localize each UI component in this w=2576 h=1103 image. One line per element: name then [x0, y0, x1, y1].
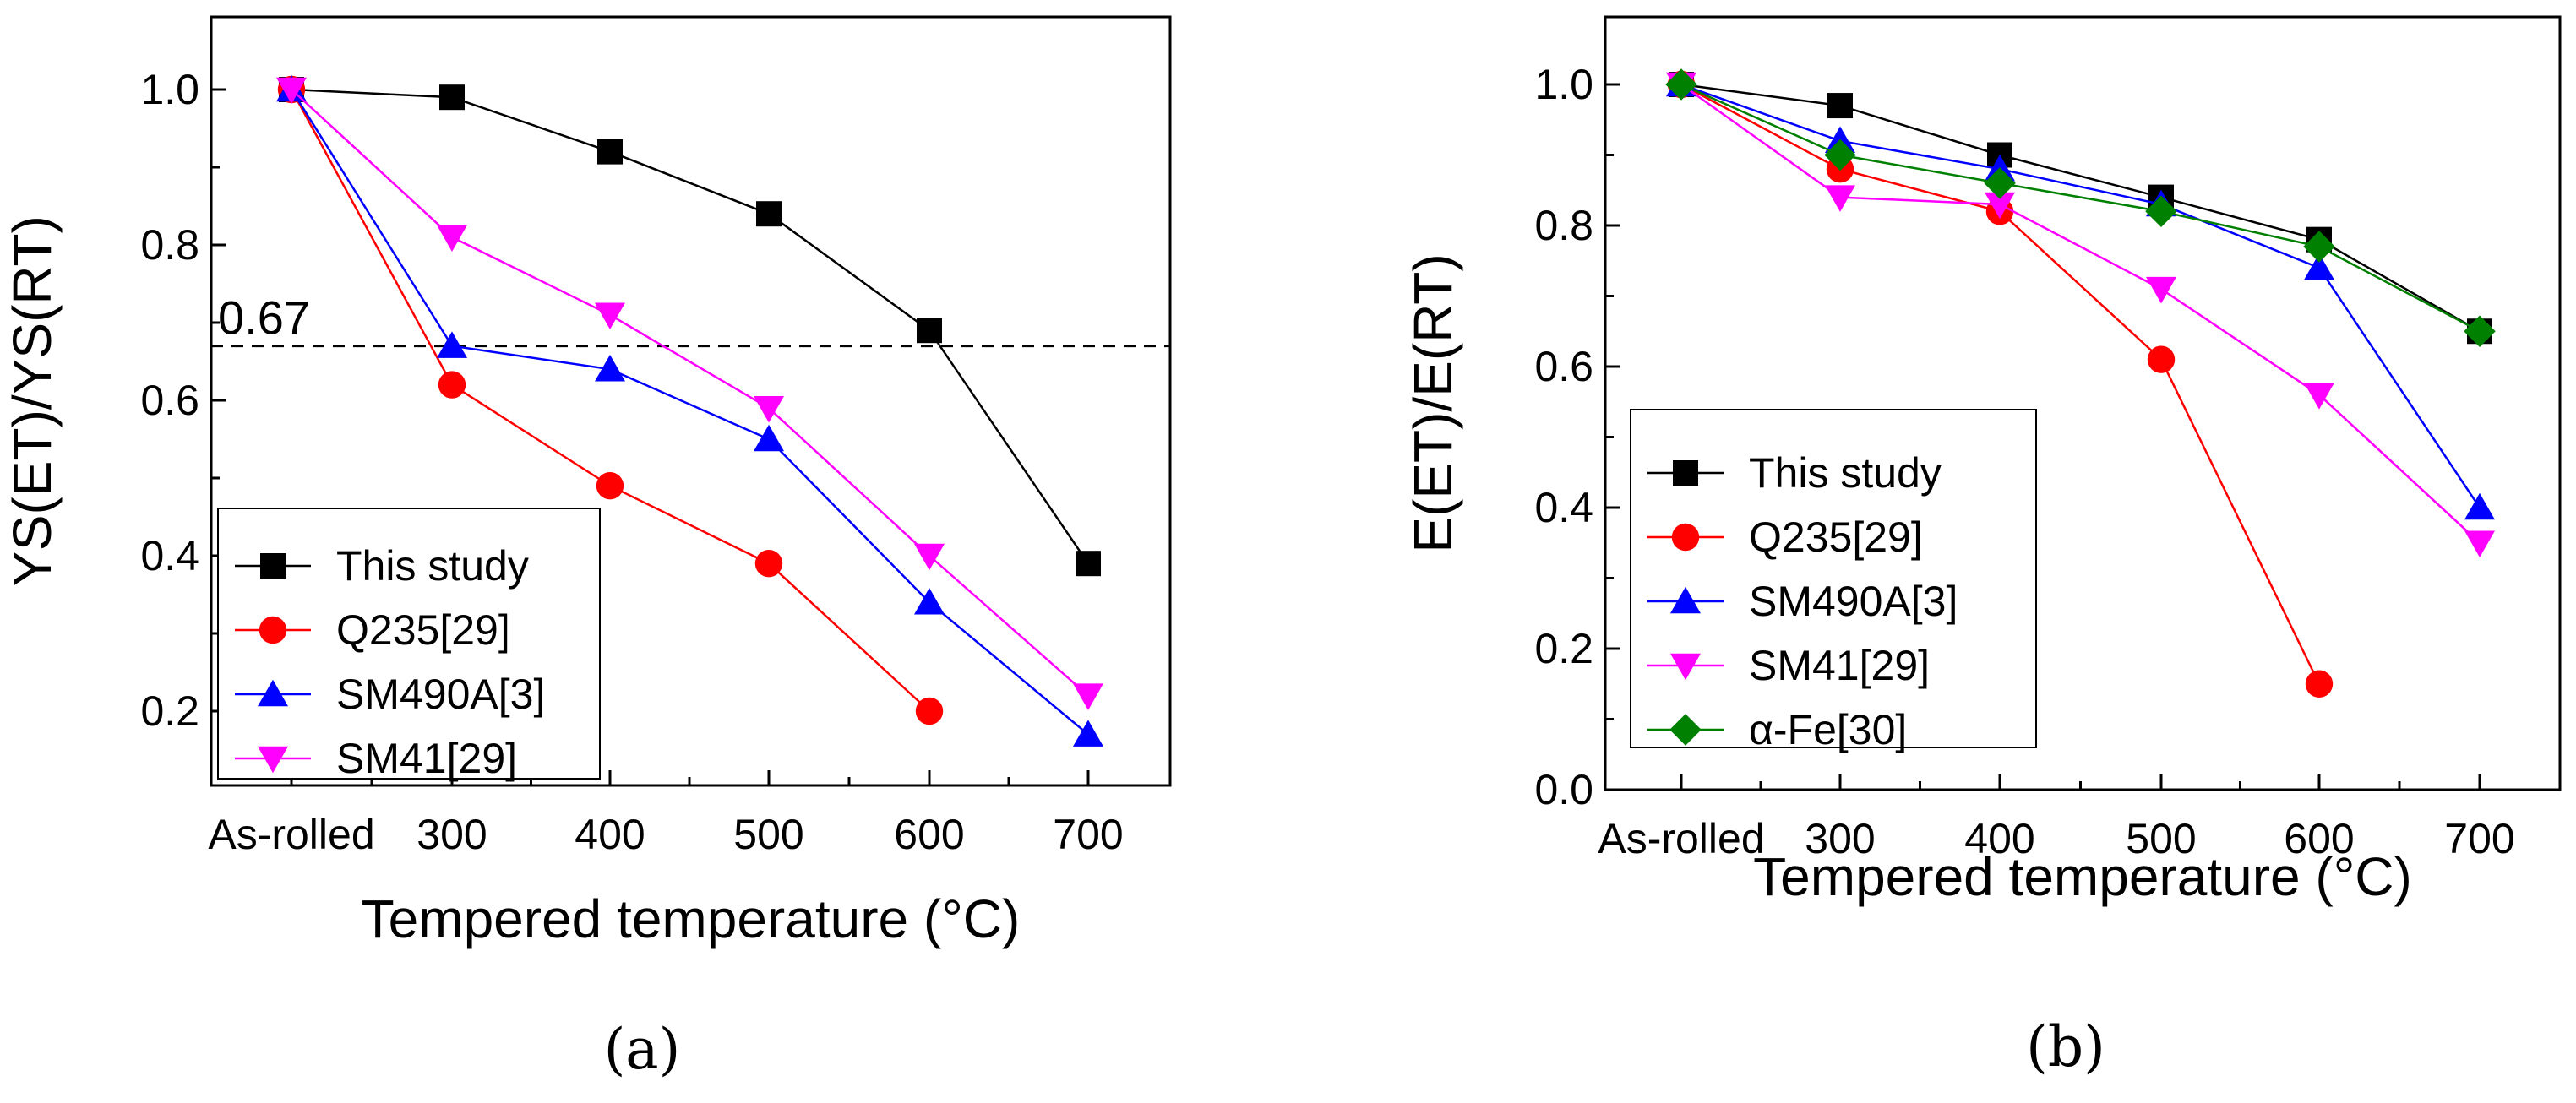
legend-marker-3	[258, 746, 288, 774]
legend-label-3: SM41[29]	[1749, 642, 1930, 689]
y-tick-label: 0.6	[1534, 343, 1593, 390]
legend-marker-1	[259, 616, 287, 644]
x-tick-label: 500	[2126, 815, 2196, 862]
data-point-0-4	[917, 318, 942, 344]
y-tick-label: 0.4	[140, 532, 199, 579]
series-line-2	[290, 89, 1089, 736]
y-tick-label: 0.2	[1534, 625, 1593, 672]
panel-label: (a)	[604, 1017, 681, 1082]
data-point-0-1	[439, 84, 465, 111]
y-tick-label: 0.4	[1534, 484, 1593, 531]
data-point-2-5	[1073, 720, 1103, 747]
legend-label-1: Q235[29]	[1749, 513, 1923, 561]
reference-line-label: 0.67	[218, 291, 310, 345]
data-point-0-3	[756, 201, 782, 227]
x-tick-label: 300	[417, 811, 487, 858]
data-point-2-1	[437, 331, 467, 358]
legend-marker-2	[1670, 586, 1701, 614]
data-point-3-3	[754, 395, 784, 423]
data-point-2-2	[595, 354, 625, 382]
x-axis-title: Tempered temperature (°C)	[1753, 846, 2412, 907]
x-tick-label: As-rolled	[1598, 815, 1764, 862]
x-tick-label: 700	[1053, 811, 1123, 858]
data-point-3-2	[595, 302, 625, 330]
data-point-3-5	[2464, 530, 2495, 557]
y-tick-label: 0.6	[140, 377, 199, 424]
y-tick-label: 0.8	[140, 221, 199, 269]
legend-marker-4	[1669, 714, 1702, 746]
data-point-4-1	[1824, 139, 1856, 171]
series-line-3	[291, 89, 1089, 697]
legend-label-1: Q235[29]	[336, 606, 510, 654]
data-point-4-3	[2145, 195, 2177, 228]
data-point-1-4	[915, 697, 944, 725]
data-point-1-3	[2147, 345, 2176, 373]
legend-marker-1	[1671, 523, 1700, 552]
data-point-0-5	[1076, 551, 1101, 577]
data-point-3-1	[1825, 185, 1855, 212]
data-point-4-5	[2464, 315, 2496, 347]
legend-marker-3	[1670, 653, 1701, 681]
data-point-3-2	[1985, 192, 2015, 220]
legend-label-0: This study	[336, 542, 529, 590]
series-line-0	[1680, 83, 2481, 333]
series-line-0	[291, 88, 1090, 564]
data-point-2-3	[754, 424, 784, 452]
y-axis-title: YS(ET)/YS(RT)	[2, 215, 63, 587]
data-point-1-1	[438, 371, 466, 399]
x-tick-label: 400	[1964, 815, 2034, 862]
legend-label-3: SM41[29]	[336, 735, 517, 782]
data-point-3-5	[1073, 683, 1103, 710]
y-tick-label: 1.0	[140, 66, 199, 113]
x-tick-label: 600	[894, 811, 964, 858]
x-axis-title: Tempered temperature (°C)	[362, 888, 1021, 949]
data-point-2-4	[2304, 253, 2334, 280]
legend-marker-0	[260, 553, 286, 579]
y-axis-title: E(ET)/E(RT)	[1402, 253, 1463, 552]
legend-label-4: α-Fe[30]	[1749, 706, 1907, 753]
data-point-4-2	[1984, 167, 2016, 199]
x-tick-label: 700	[2444, 815, 2514, 862]
data-point-4-0	[1665, 68, 1697, 101]
data-point-2-4	[914, 587, 945, 615]
data-point-3-1	[437, 225, 467, 253]
y-tick-label: 0.8	[1534, 202, 1593, 249]
x-tick-label: 600	[2284, 815, 2354, 862]
series-line-2	[1680, 83, 2481, 508]
legend-label-2: SM490A[3]	[1749, 578, 1958, 625]
y-tick-label: 1.0	[1534, 61, 1593, 108]
x-tick-label: As-rolled	[208, 811, 374, 858]
data-point-3-4	[2304, 383, 2334, 410]
data-point-1-4	[2305, 670, 2334, 698]
data-point-2-5	[2464, 492, 2495, 520]
series-line-4	[1680, 83, 2481, 333]
legend-label-2: SM490A[3]	[336, 671, 545, 718]
x-tick-label: 400	[575, 811, 645, 858]
y-tick-label: 0.2	[140, 687, 199, 735]
chart-a: 0.2 0.4 0.6 0.8 1.0 As-rolled 300 400 500 600 700 T…	[2, 15, 1172, 1082]
y-tick-label: 0.0	[1534, 766, 1593, 813]
chart-b: 0.0 0.2 0.4 0.6 0.8 1.0 As-rolled 300 400 500 600 7…	[1402, 15, 2562, 1079]
data-point-3-4	[914, 543, 945, 571]
data-point-4-4	[2303, 231, 2335, 263]
legend-label-0: This study	[1749, 449, 1942, 497]
legend-marker-0	[1673, 460, 1698, 486]
x-tick-label: 500	[733, 811, 803, 858]
data-point-1-3	[754, 550, 783, 578]
x-tick-label: 300	[1805, 815, 1875, 862]
data-point-3-0	[276, 77, 307, 105]
data-point-1-2	[596, 472, 624, 500]
series-line-3	[1680, 83, 2481, 544]
data-point-3-3	[2146, 276, 2176, 304]
panel-label: (b)	[2026, 1014, 2105, 1079]
data-point-0-2	[597, 139, 623, 165]
plot-frame	[1604, 15, 2562, 791]
legend-marker-2	[258, 679, 288, 707]
data-point-0-1	[1827, 93, 1853, 119]
